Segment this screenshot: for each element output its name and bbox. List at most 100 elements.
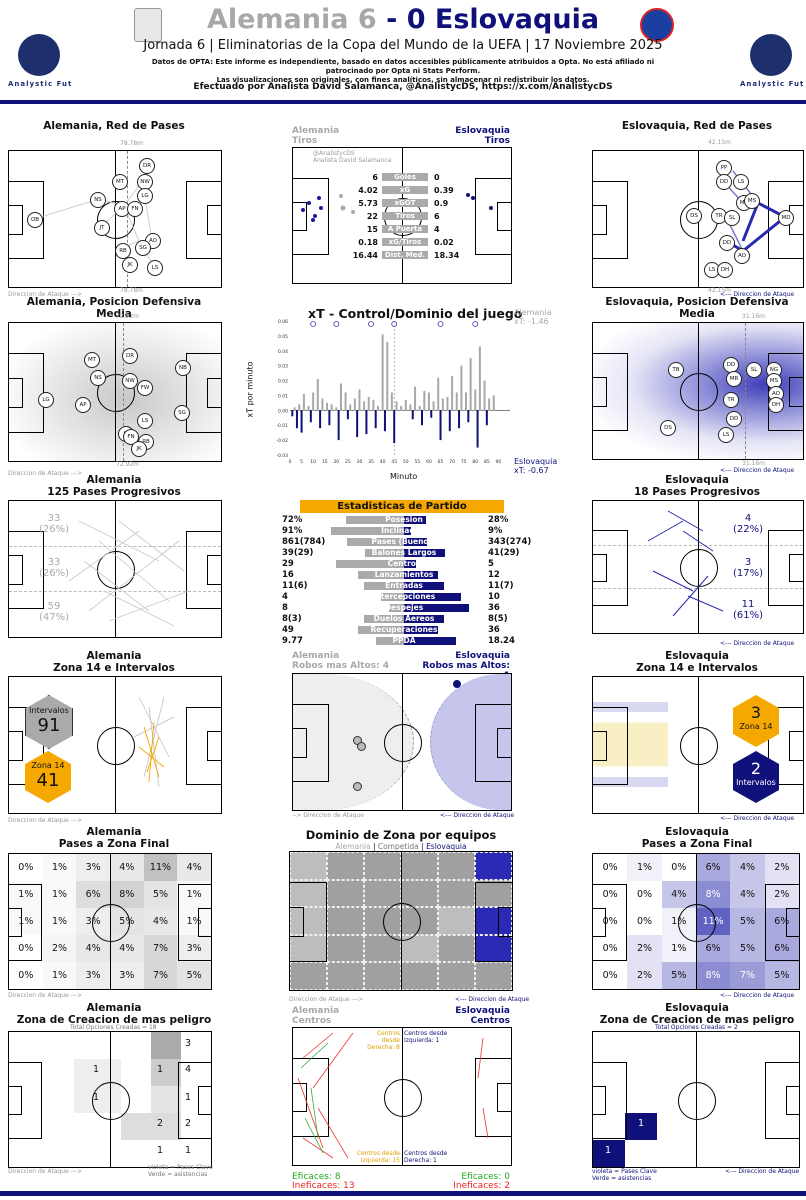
match-subtitle: Jornada 6 | Eliminatorias de la Copa del… — [143, 38, 663, 53]
final-third-away-title: Eslovaquia Pases a Zona Final — [641, 826, 753, 850]
creation-legend: violeta = Pases Clave Verde = asistencia… — [148, 1164, 213, 1178]
progressive-pct: 33 (26%) — [38, 513, 70, 535]
heatmap-cell-label: 8% — [705, 888, 721, 900]
xt-bar — [337, 410, 340, 441]
creation-home-pitch: 3 1 1 4 1 1 2 2 1 1 — [8, 1031, 212, 1168]
xt-xtick-label: 50 — [403, 459, 409, 465]
zone-cell — [364, 962, 401, 990]
zone-cell — [438, 934, 475, 963]
xt-bar — [291, 410, 294, 417]
stat-bar-away — [404, 549, 445, 557]
xt-bar — [358, 389, 361, 411]
heatmap-cell-label: 1% — [51, 861, 68, 873]
shot-stat-row: 4.02 xG 0.39 — [358, 186, 454, 195]
progressive-away-arrows — [647, 510, 724, 617]
stat-bar-away — [404, 604, 469, 612]
xt-bar — [300, 410, 303, 433]
stat-row: 4 Intercepciones 10 — [282, 592, 524, 603]
zone14-hexagon: 3 Zona 14 — [733, 695, 779, 747]
zone14-hexagon: Zona 14 41 — [25, 751, 71, 803]
goal-marker-icon — [310, 321, 317, 327]
creation-cell: 2 — [157, 1118, 164, 1129]
xt-bar — [400, 405, 403, 411]
crosses-away-inefficient: Ineficaces: 2 — [453, 1181, 510, 1191]
heatmap-cell — [9, 908, 43, 935]
xt-bar — [448, 410, 451, 432]
xt-xtick-label: 70 — [449, 459, 455, 465]
attack-direction: Direccion de Ataque ---> — [8, 1168, 83, 1175]
creation-cell: 1 — [185, 1092, 192, 1103]
xt-ylabel: xT por minuto — [245, 361, 255, 418]
stat-bar-home — [346, 516, 404, 524]
stat-row: 72% Posesion 28% — [282, 515, 524, 526]
heatmap-cell — [696, 881, 731, 908]
recoveries-home-label: Alemania Robos mas Altos: 4 — [292, 651, 390, 671]
heatmap-cell-label: 8% — [705, 969, 721, 981]
stat-away-value: 18.24 — [488, 636, 515, 646]
xt-bar — [374, 410, 377, 429]
xt-bar — [335, 407, 338, 411]
germany-crest — [134, 8, 162, 42]
header-rule — [0, 100, 806, 104]
zone-cell — [438, 879, 475, 908]
player-node: SL — [724, 210, 740, 226]
heatmap-cell — [143, 881, 178, 908]
heatmap-cell-label: 6% — [705, 861, 721, 873]
player-node: FW — [137, 380, 153, 396]
heatmap-cell-label: 1% — [186, 915, 202, 927]
shot-stat-row: 22 Tiros 6 — [366, 212, 440, 221]
heatmap-cell-label: 5% — [119, 915, 135, 927]
heatmap-cell — [764, 854, 799, 881]
heatmap-cell-label: 4% — [152, 915, 169, 927]
zone-cell — [327, 962, 364, 990]
line-label: 31.16m — [742, 460, 766, 467]
crosses-pitch: Centros desde Derecha: 8 Centros desde I… — [292, 1027, 512, 1166]
stat-home-value: 91% — [282, 526, 303, 536]
crosses-away-efficient: Eficaces: 0 — [461, 1172, 510, 1182]
player-node: SG — [135, 240, 151, 256]
goal-marker-icon — [437, 321, 444, 327]
xt-bar — [316, 379, 319, 411]
crosses-home-left: Centros desde Izquierda: 15 — [356, 1150, 400, 1164]
attack-direction: Direccion de Ataque ---> — [289, 996, 364, 1003]
xt-xtick-label: 45 — [391, 459, 397, 465]
stat-away-value: 28% — [488, 515, 509, 525]
creation-cell: 1 — [185, 1145, 192, 1156]
xt-xtick-label: 40 — [380, 459, 386, 465]
xt-bar — [309, 410, 312, 423]
xt-bar — [381, 334, 384, 411]
shots-home-label: Alemania Tiros — [292, 126, 340, 146]
crosses-home-right: Centros desde Derecha: 8 — [367, 1030, 400, 1051]
heatmap-cell — [730, 908, 765, 935]
zone-cell — [290, 852, 327, 880]
xt-bar — [409, 404, 412, 411]
heatmap-cell-label: 5% — [774, 969, 790, 981]
xt-bar — [441, 398, 444, 411]
xt-xtick-label: 85 — [484, 459, 490, 465]
heatmap-cell — [76, 881, 110, 908]
goal-marker-icon — [333, 321, 340, 327]
zone-cell — [438, 962, 475, 990]
shot-stat-row: 5.73 xGOT 0.9 — [358, 199, 449, 208]
xt-bar — [404, 399, 407, 411]
attack-direction: Direccion de Ataque ---> — [8, 291, 83, 298]
xt-bar — [349, 404, 352, 411]
xt-xtick-label: 10 — [310, 459, 316, 465]
heatmap-cell-label: 4% — [739, 888, 756, 900]
xt-bar — [363, 401, 366, 411]
xt-bar — [346, 410, 349, 420]
stat-home-value: 49 — [282, 625, 294, 635]
attack-direction: <--- Direccion de Ataque — [720, 467, 795, 474]
heatmap-cell — [177, 935, 211, 962]
zone-cell — [475, 852, 512, 880]
stat-row: 8 Despejes 36 — [282, 603, 524, 614]
heatmap-cell-label: 0% — [602, 915, 618, 927]
pitch-marking — [383, 903, 421, 941]
xt-bar — [483, 380, 486, 411]
stat-bar-home — [365, 549, 404, 557]
zone-cell — [364, 879, 401, 908]
player-node: NS — [90, 370, 106, 386]
intervals-hexagon: Intervalos 91 — [25, 695, 73, 749]
xt-xtick-label: 30 — [357, 459, 363, 465]
def-away-title: Eslovaquia, Posicion Defensiva Media — [605, 296, 789, 320]
